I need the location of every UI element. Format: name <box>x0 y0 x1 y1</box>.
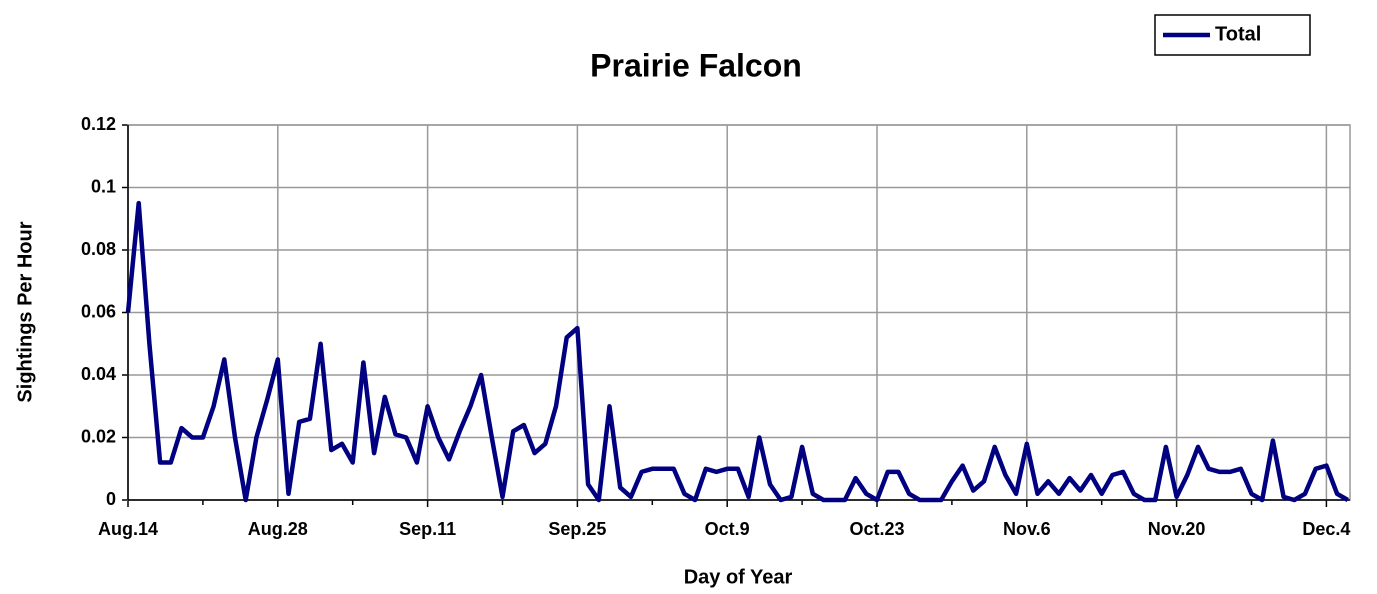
x-axis-label: Day of Year <box>684 566 793 588</box>
x-tick-label: Dec.4 <box>1302 519 1350 539</box>
y-tick-label: 0 <box>106 489 116 509</box>
x-tick-label: Nov.6 <box>1003 519 1051 539</box>
y-tick-label: 0.04 <box>81 364 116 384</box>
data-line <box>125 200 1349 503</box>
x-tick-label: Aug.28 <box>248 519 308 539</box>
x-tick-label: Sep.11 <box>399 519 456 539</box>
chart-title: Prairie Falcon <box>590 47 802 83</box>
y-tick-label: 0.08 <box>81 239 116 259</box>
x-tick-label: Aug.14 <box>98 519 158 539</box>
x-tick-label: Sep.25 <box>548 519 606 539</box>
y-axis-label: Sightings Per Hour <box>14 221 36 402</box>
y-tick-label: 0.02 <box>81 426 116 446</box>
y-tick-label: 0.12 <box>81 114 116 134</box>
y-tick-label: 0.1 <box>91 176 116 196</box>
legend-label: Total <box>1215 23 1261 45</box>
x-tick-label: Oct.23 <box>849 519 904 539</box>
x-tick-label: Nov.20 <box>1148 519 1206 539</box>
y-tick-label: 0.06 <box>81 301 116 321</box>
x-tick-label: Oct.9 <box>705 519 750 539</box>
